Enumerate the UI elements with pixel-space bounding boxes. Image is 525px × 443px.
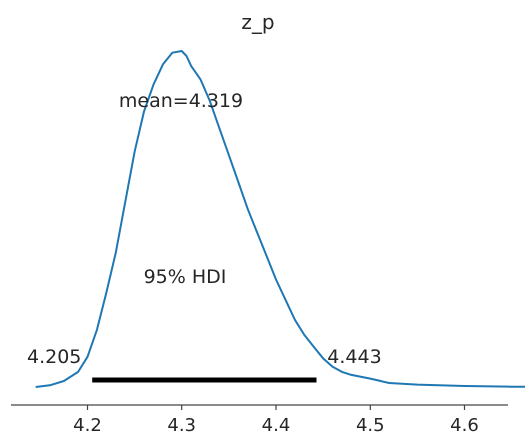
x-tick-label: 4.3	[167, 415, 196, 436]
hdi-high-label: 4.443	[327, 346, 381, 368]
hdi-low-label: 4.205	[27, 346, 81, 368]
density-curve	[35, 50, 525, 388]
x-tick-label: 4.5	[356, 415, 385, 436]
chart-title: z_p	[241, 10, 274, 34]
x-ticks: 4.24.34.44.54.64.7	[73, 405, 479, 436]
hdi-label: 95% HDI	[144, 266, 227, 288]
mean-label: mean=4.319	[119, 90, 243, 112]
x-tick-label: 4.6	[450, 415, 479, 436]
x-tick-label: 4.4	[262, 415, 291, 436]
hdi-layer: 4.205 4.443	[27, 346, 382, 383]
density-curve-layer	[35, 50, 525, 388]
x-tick-label: 4.2	[73, 415, 102, 436]
